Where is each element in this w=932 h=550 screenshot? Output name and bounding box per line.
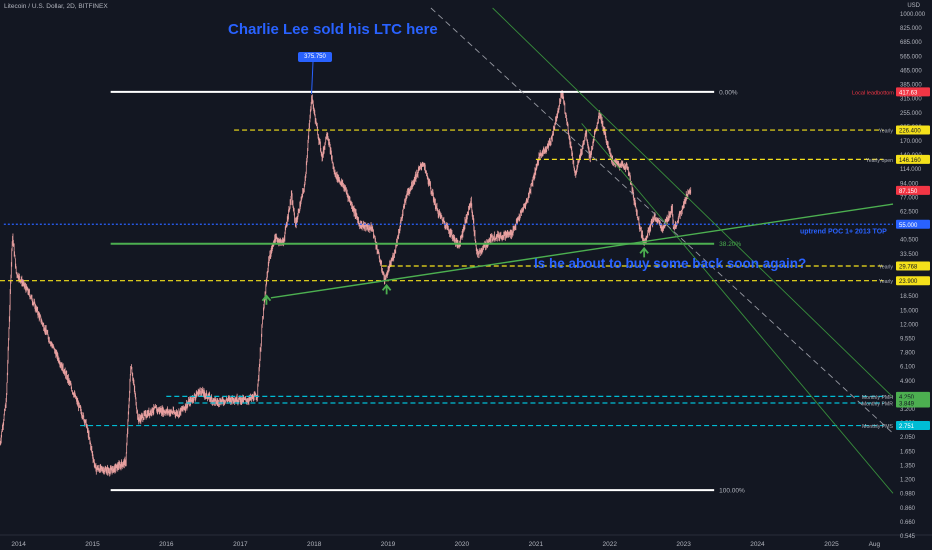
price-tick-label: 825.000 bbox=[900, 26, 922, 32]
level-tag: Yearly bbox=[879, 129, 894, 135]
price-tick-label: 33.500 bbox=[900, 252, 919, 258]
price-badge-4 bbox=[896, 219, 930, 229]
price-tick-label: 4.900 bbox=[900, 379, 916, 385]
price-tick-label: 77.000 bbox=[900, 195, 919, 201]
chart-title: Litecoin / U.S. Dollar, 2D, BITFINEX bbox=[4, 3, 108, 10]
price-tick-label: 12.000 bbox=[900, 322, 919, 328]
price-tick-label: 1.200 bbox=[900, 478, 916, 484]
level-tag: Monthly PMS bbox=[862, 424, 893, 430]
price-tick-label: 3.200 bbox=[900, 407, 916, 413]
trendline-mid-dashed bbox=[430, 7, 894, 434]
fib-label-2: 100.00% bbox=[719, 488, 745, 495]
currency-label: USD bbox=[907, 3, 920, 9]
up-arrow-marker-2 bbox=[639, 246, 649, 258]
time-tick-label: 2020 bbox=[455, 541, 470, 548]
price-tick-label: 0.860 bbox=[900, 506, 916, 512]
price-badge-value: 226.400 bbox=[899, 129, 921, 135]
trendline-uptrend bbox=[270, 203, 894, 299]
trendline-channel-lower bbox=[581, 123, 894, 494]
price-badge-3 bbox=[896, 185, 930, 195]
price-tick-label: 685.000 bbox=[900, 40, 922, 46]
price-badge-value: 55.000 bbox=[899, 223, 918, 229]
price-badge-0 bbox=[896, 87, 930, 97]
time-tick-label: 2014 bbox=[11, 541, 26, 548]
time-tick-label: 2024 bbox=[750, 541, 765, 548]
price-badge-2 bbox=[896, 154, 930, 164]
price-tick-label: 18.500 bbox=[900, 294, 919, 300]
price-badge-value: 417.63 bbox=[899, 90, 918, 96]
price-badge-value: 146.160 bbox=[899, 158, 921, 164]
level-tag: Monthly PMR bbox=[862, 402, 893, 408]
fib-label-0: 0.00% bbox=[719, 89, 738, 96]
price-tick-label: 62.500 bbox=[900, 210, 919, 216]
time-tick-label: 2018 bbox=[307, 541, 322, 548]
uptrend-poc-label: uptrend POC 1+ 2013 TOP bbox=[800, 228, 887, 235]
up-arrow-marker-1 bbox=[381, 283, 392, 295]
price-tick-label: 40.500 bbox=[900, 238, 919, 244]
level-tag: Yearly open bbox=[866, 158, 893, 164]
price-badge-9 bbox=[896, 421, 930, 431]
price-tick-label: 6.100 bbox=[900, 365, 916, 371]
price-tick-label: 9.550 bbox=[900, 336, 916, 342]
price-badge-8 bbox=[896, 398, 930, 408]
price-tick-label: 1.650 bbox=[900, 449, 916, 455]
trendline-channel-upper bbox=[492, 7, 894, 398]
price-badge-value: 2.751 bbox=[899, 424, 915, 430]
level-tag: Yearly bbox=[879, 264, 894, 270]
time-tick-label: 2022 bbox=[603, 541, 618, 548]
price-tick-label: 170.000 bbox=[900, 139, 922, 145]
price-badge-1 bbox=[896, 125, 930, 135]
level-tag: Yearly bbox=[879, 279, 894, 285]
price-tick-label: 2.050 bbox=[900, 435, 916, 441]
price-tick-label: 0.545 bbox=[900, 534, 916, 540]
price-badge-value: 23.900 bbox=[899, 279, 918, 285]
callout-pointer bbox=[311, 61, 314, 95]
price-tick-label: 1000.000 bbox=[900, 12, 926, 18]
time-tick-label: 2017 bbox=[233, 541, 248, 548]
price-badge-6 bbox=[896, 276, 930, 286]
price-tick-label: 7.800 bbox=[900, 351, 916, 357]
price-tick-label: 0.980 bbox=[900, 492, 916, 498]
price-tick-label: 255.000 bbox=[900, 111, 922, 117]
question-annotation: Is he about to buy some back soon again? bbox=[534, 256, 807, 271]
price-tick-label: 94.000 bbox=[900, 181, 919, 187]
candles bbox=[0, 89, 692, 477]
price-tick-label: 0.660 bbox=[900, 520, 916, 526]
time-tick-label: 2025 bbox=[824, 541, 839, 548]
price-tick-label: 315.000 bbox=[900, 97, 922, 103]
price-badge-value: 3.849 bbox=[899, 402, 915, 408]
fib-label-1: 38.20% bbox=[719, 241, 741, 248]
up-arrow-marker-0 bbox=[261, 294, 272, 305]
price-badge-value: 4.250 bbox=[899, 395, 915, 401]
time-tick-label: 2019 bbox=[381, 541, 396, 548]
price-badge-value: 29.768 bbox=[899, 264, 918, 270]
time-tick-label: 2023 bbox=[676, 541, 691, 548]
headline-annotation: Charlie Lee sold his LTC here bbox=[228, 21, 438, 38]
time-tick-label: 2016 bbox=[159, 541, 174, 548]
time-tick-label: 2021 bbox=[529, 541, 544, 548]
level-tag: Monthly PMH bbox=[862, 395, 893, 401]
top-price-callout: 375.750 bbox=[298, 52, 332, 62]
price-tick-label: 1.350 bbox=[900, 463, 916, 469]
price-tick-label: 114.000 bbox=[900, 167, 922, 173]
price-badge-text: Local leadbottom bbox=[852, 90, 894, 96]
price-tick-label: 565.000 bbox=[900, 54, 922, 60]
price-tick-label: 465.000 bbox=[900, 68, 922, 74]
price-badge-5 bbox=[896, 261, 930, 271]
price-badge-value: 87.150 bbox=[899, 189, 918, 195]
price-tick-label: 15.000 bbox=[900, 308, 919, 314]
time-tick-label: Aug bbox=[869, 541, 881, 548]
time-tick-label: 2015 bbox=[85, 541, 100, 548]
price-tick-label: 385.000 bbox=[900, 83, 922, 89]
